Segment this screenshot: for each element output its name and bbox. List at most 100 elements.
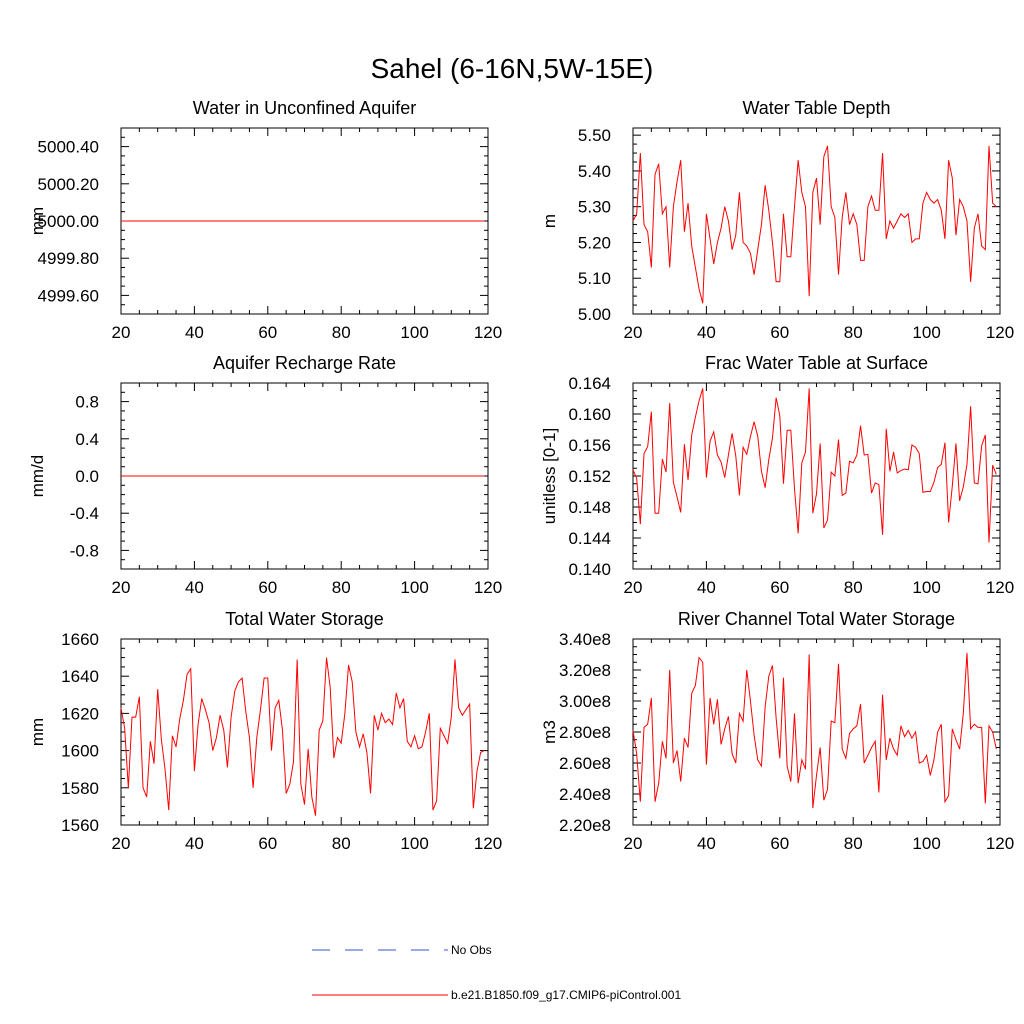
y-axis-label: unitless [0-1]	[540, 428, 559, 524]
panels: Water in Unconfined Aquifer mm 20 40 60 80 100…	[28, 98, 1014, 853]
y-tick-label: 0.164	[568, 374, 611, 393]
y-tick-label: 4999.60	[38, 286, 99, 305]
y-tick-label: 2.40e8	[559, 785, 611, 804]
x-tick-label: 40	[185, 323, 204, 342]
x-tick-label: 40	[697, 834, 716, 853]
y-tick-label: 5.30	[578, 198, 611, 217]
y-tick-label: 5.00	[578, 305, 611, 324]
panel-water-table-depth: Water Table Depth m 20 40 60 80 100 120 5.00 5.10…	[540, 98, 1014, 342]
x-tick-label: 80	[844, 834, 863, 853]
y-tick-label: 0.152	[568, 467, 611, 486]
panel-title: River Channel Total Water Storage	[678, 609, 955, 629]
x-tick-label: 40	[185, 834, 204, 853]
y-tick-label: 1560	[61, 816, 99, 835]
y-tick-label: 0.0	[75, 467, 99, 486]
series-line-model	[632, 145, 997, 304]
x-tick-label: 80	[844, 323, 863, 342]
y-tick-label: 1660	[61, 630, 99, 649]
y-tick-label: 1640	[61, 667, 99, 686]
x-tick-label: 100	[912, 578, 940, 597]
series-line-model	[632, 652, 997, 809]
y-tick-label: 0.4	[75, 430, 99, 449]
y-tick-label: 5000.20	[38, 175, 99, 194]
x-tick-label: 100	[912, 834, 940, 853]
y-tick-label: 3.40e8	[559, 630, 611, 649]
y-tick-label: 0.140	[568, 560, 611, 579]
x-tick-label: 100	[400, 834, 428, 853]
y-tick-label: 5.20	[578, 233, 611, 252]
y-axis-label: mm/d	[28, 455, 47, 498]
x-tick-label: 60	[258, 834, 277, 853]
x-tick-label: 120	[474, 834, 502, 853]
y-tick-label: 5000.40	[38, 138, 99, 157]
legend-obs-label: No Obs	[451, 943, 492, 957]
y-tick-label: 0.144	[568, 529, 611, 548]
panel-recharge-rate: Aquifer Recharge Rate mm/d 20 40 60 80 100 120 -…	[28, 353, 502, 597]
panel-title: Total Water Storage	[225, 609, 383, 629]
x-tick-label: 100	[912, 323, 940, 342]
y-tick-label: 3.20e8	[559, 661, 611, 680]
x-tick-label: 60	[770, 834, 789, 853]
x-tick-label: 40	[697, 323, 716, 342]
y-tick-label: 5000.00	[38, 212, 99, 231]
panel-title: Water in Unconfined Aquifer	[193, 98, 416, 118]
y-tick-label: 0.156	[568, 436, 611, 455]
panel-title: Water Table Depth	[742, 98, 890, 118]
x-tick-label: 60	[258, 323, 277, 342]
panel-unconfined-aquifer: Water in Unconfined Aquifer mm 20 40 60 80 100…	[28, 98, 502, 342]
x-tick-label: 40	[697, 578, 716, 597]
y-tick-label: -0.8	[70, 541, 99, 560]
x-tick-label: 120	[474, 578, 502, 597]
x-tick-label: 20	[624, 578, 643, 597]
y-tick-label: 0.8	[75, 393, 99, 412]
y-axis-label: mm	[28, 207, 47, 235]
x-tick-label: 60	[770, 578, 789, 597]
x-tick-label: 120	[986, 323, 1014, 342]
x-tick-label: 20	[624, 834, 643, 853]
x-tick-label: 20	[112, 834, 131, 853]
x-tick-label: 80	[332, 323, 351, 342]
plot-frame	[632, 127, 1001, 315]
y-tick-label: 4999.80	[38, 249, 99, 268]
x-tick-label: 100	[400, 578, 428, 597]
x-tick-label: 40	[185, 578, 204, 597]
legend: No Obs b.e21.B1850.f09_g17.CMIP6-piContr…	[312, 943, 681, 1002]
y-tick-label: 1600	[61, 742, 99, 761]
y-tick-label: 5.50	[578, 126, 611, 145]
x-tick-label: 120	[986, 834, 1014, 853]
x-tick-label: 100	[400, 323, 428, 342]
y-tick-label: 2.60e8	[559, 754, 611, 773]
y-axis-label: m3	[540, 720, 559, 744]
x-tick-label: 120	[986, 578, 1014, 597]
x-tick-label: 60	[770, 323, 789, 342]
panel-frac-water-table: Frac Water Table at Surface unitless [0-1…	[540, 353, 1014, 597]
y-tick-label: 5.40	[578, 162, 611, 181]
y-tick-label: 2.20e8	[559, 816, 611, 835]
y-tick-label: 2.80e8	[559, 723, 611, 742]
figure-title: Sahel (6-16N,5W-15E)	[371, 53, 654, 84]
x-tick-label: 80	[332, 834, 351, 853]
x-tick-label: 80	[844, 578, 863, 597]
y-tick-label: 0.148	[568, 498, 611, 517]
panel-title: Aquifer Recharge Rate	[213, 353, 396, 373]
legend-model-label: b.e21.B1850.f09_g17.CMIP6-piControl.001	[451, 988, 681, 1002]
y-axis-label: m	[540, 214, 559, 228]
y-tick-label: -0.4	[70, 504, 99, 523]
y-tick-label: 0.160	[568, 405, 611, 424]
y-tick-label: 1620	[61, 704, 99, 723]
x-tick-label: 120	[474, 323, 502, 342]
panel-river-channel-storage: River Channel Total Water Storage m3 20 40 6…	[540, 609, 1014, 853]
panel-total-water-storage: Total Water Storage mm 20 40 60 80 100 120 1560 1…	[28, 609, 502, 853]
x-tick-label: 20	[112, 578, 131, 597]
series-line-model	[632, 388, 997, 543]
series-line-model	[120, 657, 485, 816]
x-tick-label: 60	[258, 578, 277, 597]
x-tick-label: 20	[112, 323, 131, 342]
y-axis-label: mm	[28, 718, 47, 746]
x-tick-label: 20	[624, 323, 643, 342]
x-tick-label: 80	[332, 578, 351, 597]
y-tick-label: 5.10	[578, 269, 611, 288]
y-tick-label: 3.00e8	[559, 692, 611, 711]
panel-title: Frac Water Table at Surface	[705, 353, 928, 373]
